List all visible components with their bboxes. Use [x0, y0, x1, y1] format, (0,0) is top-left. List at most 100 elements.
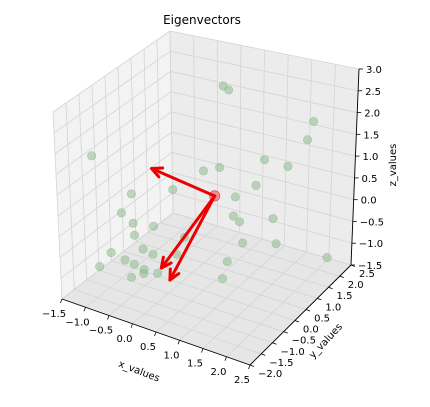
grid-line-z-left [57, 131, 172, 217]
grid-line-x-floor [202, 251, 307, 349]
z-axis-line [350, 68, 360, 266]
y-tick-mark [249, 364, 255, 367]
grid-line-x-wall [306, 59, 313, 253]
scatter-points [87, 81, 332, 284]
scatter-point [230, 192, 240, 202]
grid-line-y-wall [169, 30, 174, 214]
x-tick-label: 2.0 [211, 367, 227, 378]
grid-line-y-wall [117, 66, 125, 252]
z-tick-label: 0.0 [361, 196, 377, 207]
grid-line-y-wall [78, 93, 88, 280]
scatter-point [235, 217, 245, 227]
eigenvector-arrow [168, 194, 217, 282]
x-tick-label: 0.0 [117, 334, 133, 345]
scatter-point [148, 249, 158, 259]
scatter-point [215, 163, 225, 173]
grid-line-y-floor [160, 222, 340, 277]
scatter-point [218, 274, 228, 284]
grid-line-z-left [58, 152, 173, 237]
x-axis-label: x_values [117, 359, 162, 385]
scatter-point [222, 257, 232, 267]
grid-line-z-back [170, 50, 359, 92]
scatter-point [138, 244, 148, 254]
y-tick-mark [294, 320, 300, 323]
scatter-point [271, 239, 281, 249]
scatter-point [116, 208, 126, 218]
grid-line-y-floor [123, 250, 307, 310]
grid-line-x-floor [108, 225, 218, 316]
z-tick-label: −0.5 [360, 217, 384, 228]
grid-line-z-left [59, 172, 173, 258]
grid-line-y-wall [130, 57, 137, 242]
y-tick-mark [283, 331, 288, 334]
scatter-point [130, 230, 140, 240]
scatter-point [251, 180, 261, 190]
z-tick-label: 0.5 [362, 174, 378, 185]
scatter-point [238, 238, 248, 248]
grid-line-x-wall [261, 49, 265, 240]
y-tick-mark [261, 353, 266, 356]
grid-line-y-floor [74, 289, 262, 355]
x-tick-label: −0.5 [89, 326, 113, 337]
eigenvector-arrow [159, 194, 217, 270]
grid-line-z-left [55, 91, 172, 175]
tick-labels: −1.5−1.0−0.50.00.51.01.52.02.5−2.0−1.5−1… [42, 65, 384, 386]
grid-line-x-wall [328, 64, 336, 259]
grid-line-x-wall [283, 54, 289, 246]
grid-line-y-floor [86, 279, 273, 344]
grid-line-z-back [170, 91, 357, 135]
z-axis-label: z_values [388, 144, 399, 187]
scatter-point [120, 255, 130, 265]
x-tick-label: 1.5 [187, 359, 203, 370]
x-tick-mark [154, 331, 157, 337]
grid-line-z-back [171, 151, 354, 201]
grid-line-x-floor [226, 258, 330, 358]
y-tick-label: 2.5 [359, 269, 375, 280]
scatter-point [259, 155, 269, 165]
x-tick-mark [177, 340, 180, 345]
grid-line-y-floor [135, 241, 318, 299]
y-tick-label: 0.0 [303, 325, 319, 336]
grid-line-y-floor [148, 231, 329, 288]
grid-line-x-floor [155, 238, 263, 333]
x-tick-mark [107, 315, 110, 320]
grid-line-y-wall [65, 102, 75, 290]
grid-line-z-back [171, 131, 355, 179]
z-tick-label: 1.5 [363, 130, 379, 141]
y-tick-label: 2.0 [348, 280, 364, 291]
scatter-point [224, 85, 234, 95]
y-tick-mark [305, 309, 311, 312]
x-tick-mark [130, 323, 133, 328]
x-tick-label: 1.0 [164, 350, 180, 361]
scatter-point [309, 117, 319, 127]
grid-line-z-back [171, 111, 356, 157]
scatter-point [168, 185, 178, 195]
grid-line-z-back [169, 30, 360, 70]
grid-line-z-back [172, 192, 352, 244]
grid-line-y-wall [52, 111, 63, 300]
x-tick-label: 0.5 [140, 342, 156, 353]
x-tick-mark [224, 356, 227, 361]
z-tick-label: 1.0 [362, 152, 378, 163]
x-tick-label: 2.5 [234, 375, 250, 386]
eigenvector-arrow [150, 166, 217, 198]
grid-line-z-left [53, 50, 171, 134]
grid-line-z-left [54, 71, 171, 154]
y-tick-label: −2.0 [258, 369, 282, 380]
grid-line-x-floor [132, 232, 241, 325]
z-tick-label: −1.5 [358, 261, 382, 272]
grid-line-z-left [60, 192, 173, 279]
y-tick-label: 0.5 [314, 313, 330, 324]
scatter-point [128, 218, 138, 228]
x-tick-mark [248, 364, 251, 370]
grid-line-y-wall [143, 48, 149, 233]
scatter-point [268, 214, 278, 224]
y-tick-label: −1.0 [280, 347, 304, 358]
scatter-point [283, 161, 293, 171]
scatter-point [106, 248, 116, 258]
scatter-point [199, 166, 209, 176]
grid-line-y-wall [104, 75, 112, 261]
x-tick-mark [60, 298, 63, 304]
scatter-point [149, 221, 159, 231]
